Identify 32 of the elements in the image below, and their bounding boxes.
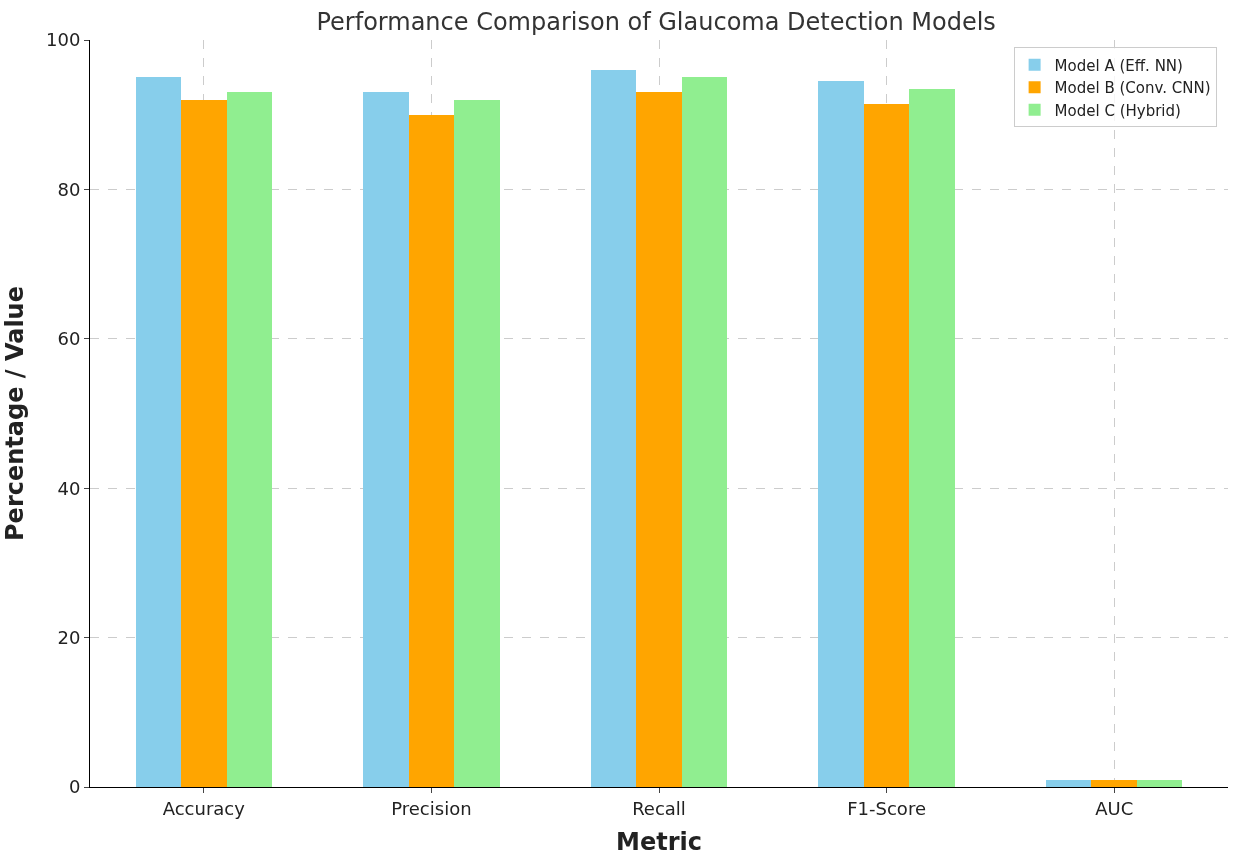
bar: [363, 92, 409, 787]
y-axis-title: Percentage / Value: [1, 286, 30, 541]
bar: [864, 104, 909, 787]
bar: [636, 92, 682, 787]
bar: [409, 115, 454, 787]
x-axis-title: Metric: [616, 827, 702, 856]
x-tick-label: Accuracy: [162, 797, 246, 819]
bar: [136, 77, 181, 787]
y-tick-label: 0: [68, 776, 81, 798]
bar: [591, 70, 636, 787]
bar: [454, 100, 500, 787]
legend-label: Model C (Hybrid): [1054, 101, 1181, 120]
bar: [909, 89, 955, 787]
bar: [1046, 780, 1091, 787]
x-tick-label: AUC: [1095, 797, 1134, 819]
y-tick-label: 60: [57, 328, 81, 350]
chart-title: Performance Comparison of Glaucoma Detection Models: [316, 7, 996, 36]
bar: [1091, 780, 1137, 787]
x-tick-label: Precision: [391, 797, 472, 819]
bar: [181, 100, 227, 787]
y-tick-label: 40: [57, 477, 81, 499]
bar: [1137, 780, 1182, 787]
y-tick-label: 80: [57, 178, 81, 200]
x-tick-label: Recall: [632, 797, 686, 819]
bar: [682, 77, 727, 787]
bar: [818, 81, 864, 787]
y-tick-label: 100: [46, 29, 81, 51]
bar: [227, 92, 272, 787]
legend-label: Model B (Conv. CNN): [1054, 79, 1211, 98]
legend-label: Model A (Eff. NN): [1054, 56, 1183, 75]
x-tick-label: F1-Score: [847, 797, 926, 819]
y-tick-label: 20: [57, 626, 81, 648]
